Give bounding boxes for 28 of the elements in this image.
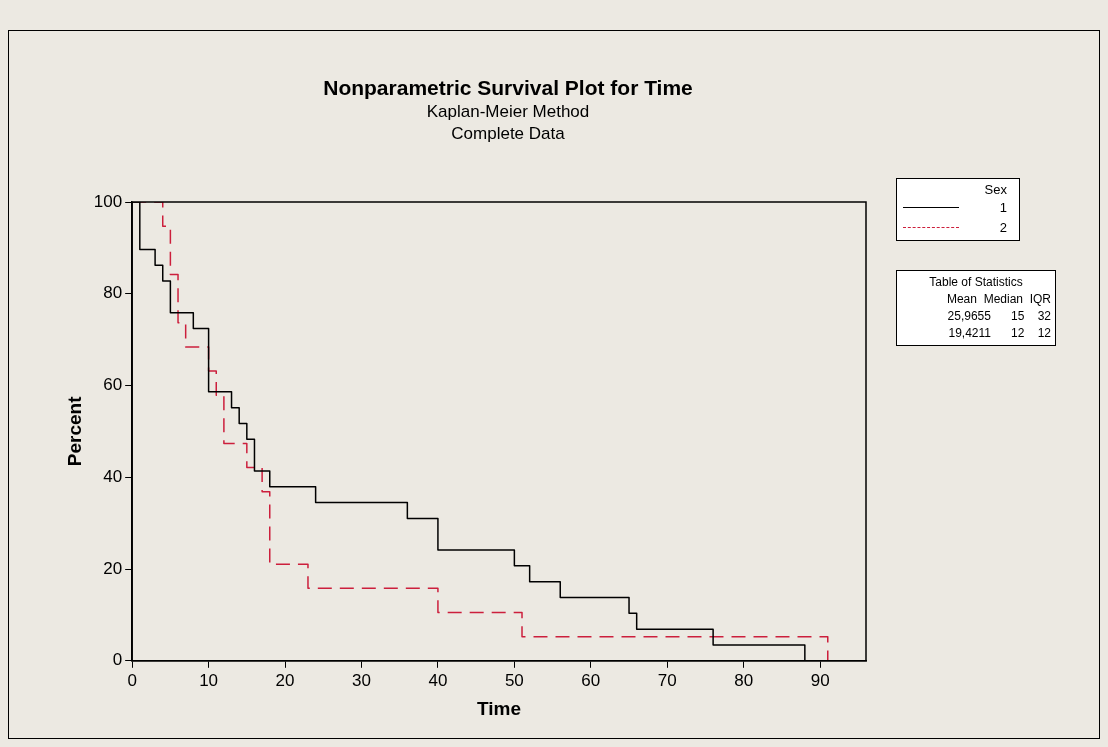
text: 2 [999, 219, 1008, 235]
y-tick-label: 0 [112, 650, 123, 670]
text: 19,4211 12 12 [947, 325, 1051, 342]
x-tick-label: 10 [199, 670, 219, 690]
chart-subtitle: Kaplan-Meier Method [425, 102, 591, 122]
y-tick-label: 40 [103, 466, 123, 486]
x-tick-label: 20 [275, 670, 295, 690]
x-tick-label: 60 [581, 670, 601, 690]
x-tick-label: 90 [810, 670, 830, 690]
y-tick-label: 80 [103, 283, 123, 303]
x-axis-title: Time [477, 697, 522, 719]
text: Complete Data [450, 124, 566, 144]
x-tick-label: 80 [734, 670, 754, 690]
x-tick-label: 50 [504, 670, 524, 690]
text: Table of Statistics [928, 274, 1024, 291]
text: Mean Median IQR [945, 291, 1051, 308]
x-tick-label: 30 [352, 670, 371, 690]
legend-title: Sex [983, 182, 1008, 197]
x-tick-label: 70 [657, 670, 677, 690]
y-tick-label: 60 [103, 375, 123, 395]
y-axis-title: Percent [63, 395, 85, 467]
y-tick-label: 20 [103, 558, 123, 578]
text: 1 [999, 199, 1008, 215]
x-tick-label: 40 [428, 670, 448, 690]
text: 25,9655 15 32 [946, 308, 1051, 325]
x-tick-label: 0 [127, 670, 137, 690]
y-tick-label: 100 [93, 191, 123, 211]
chart-title: Nonparametric Survival Plot for Time [322, 76, 694, 100]
